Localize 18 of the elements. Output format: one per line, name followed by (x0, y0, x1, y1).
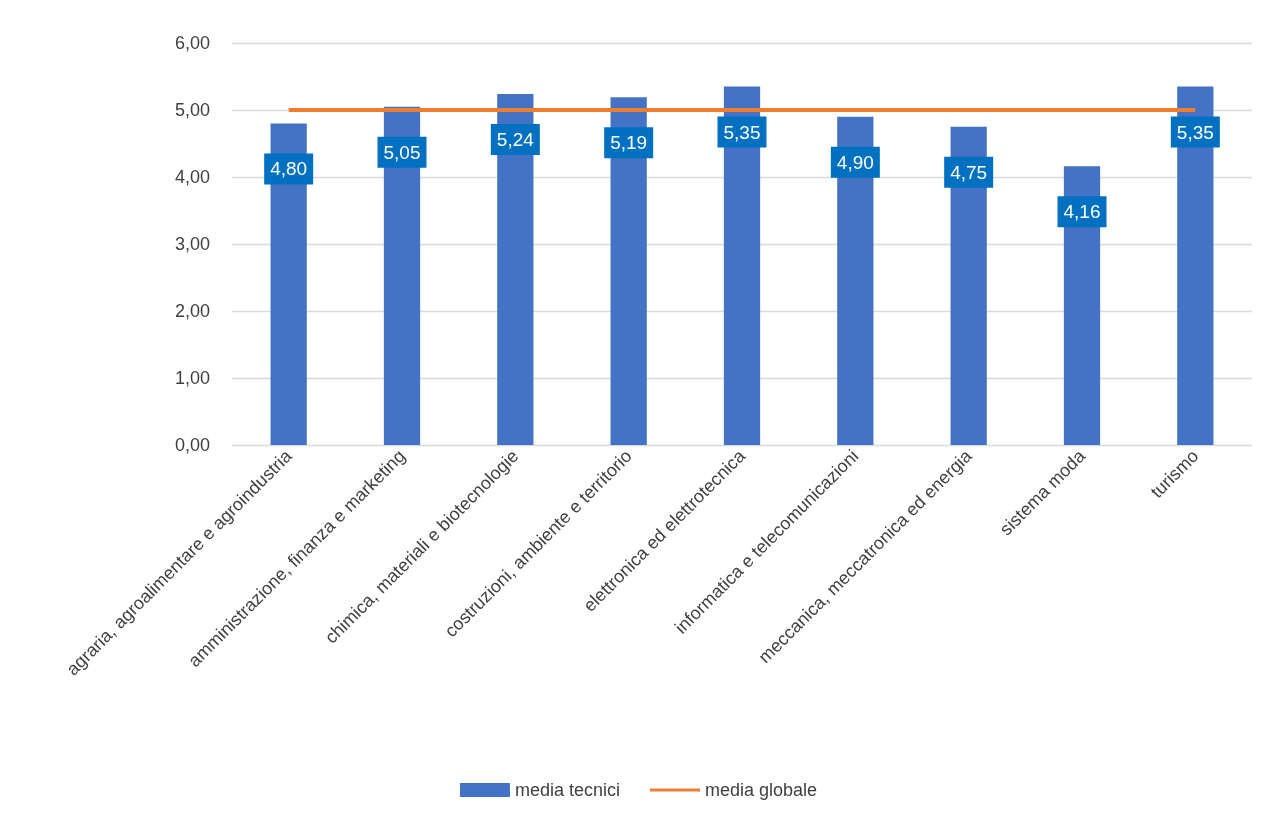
data-label: 4,80 (270, 158, 308, 180)
data-label: 4,16 (1063, 201, 1101, 223)
data-label: 4,75 (950, 161, 988, 183)
data-label: 4,90 (836, 151, 874, 173)
y-tick-label: 6,00 (174, 33, 210, 53)
data-label: 5,24 (496, 128, 535, 150)
legend-label: media tecnici (514, 780, 620, 800)
legend-label: media globale (704, 780, 818, 800)
data-label: 5,35 (1176, 121, 1214, 143)
y-tick-label: 4,00 (174, 167, 210, 187)
y-tick-label: 3,00 (174, 234, 210, 254)
y-tick-label: 1,00 (174, 368, 210, 388)
y-tick-label: 2,00 (174, 301, 210, 321)
y-tick-label: 5,00 (174, 100, 210, 120)
data-label: 5,19 (610, 132, 648, 154)
data-label: 5,35 (723, 121, 761, 143)
y-tick-label: 0,00 (174, 435, 210, 455)
data-label: 5,05 (383, 141, 421, 163)
